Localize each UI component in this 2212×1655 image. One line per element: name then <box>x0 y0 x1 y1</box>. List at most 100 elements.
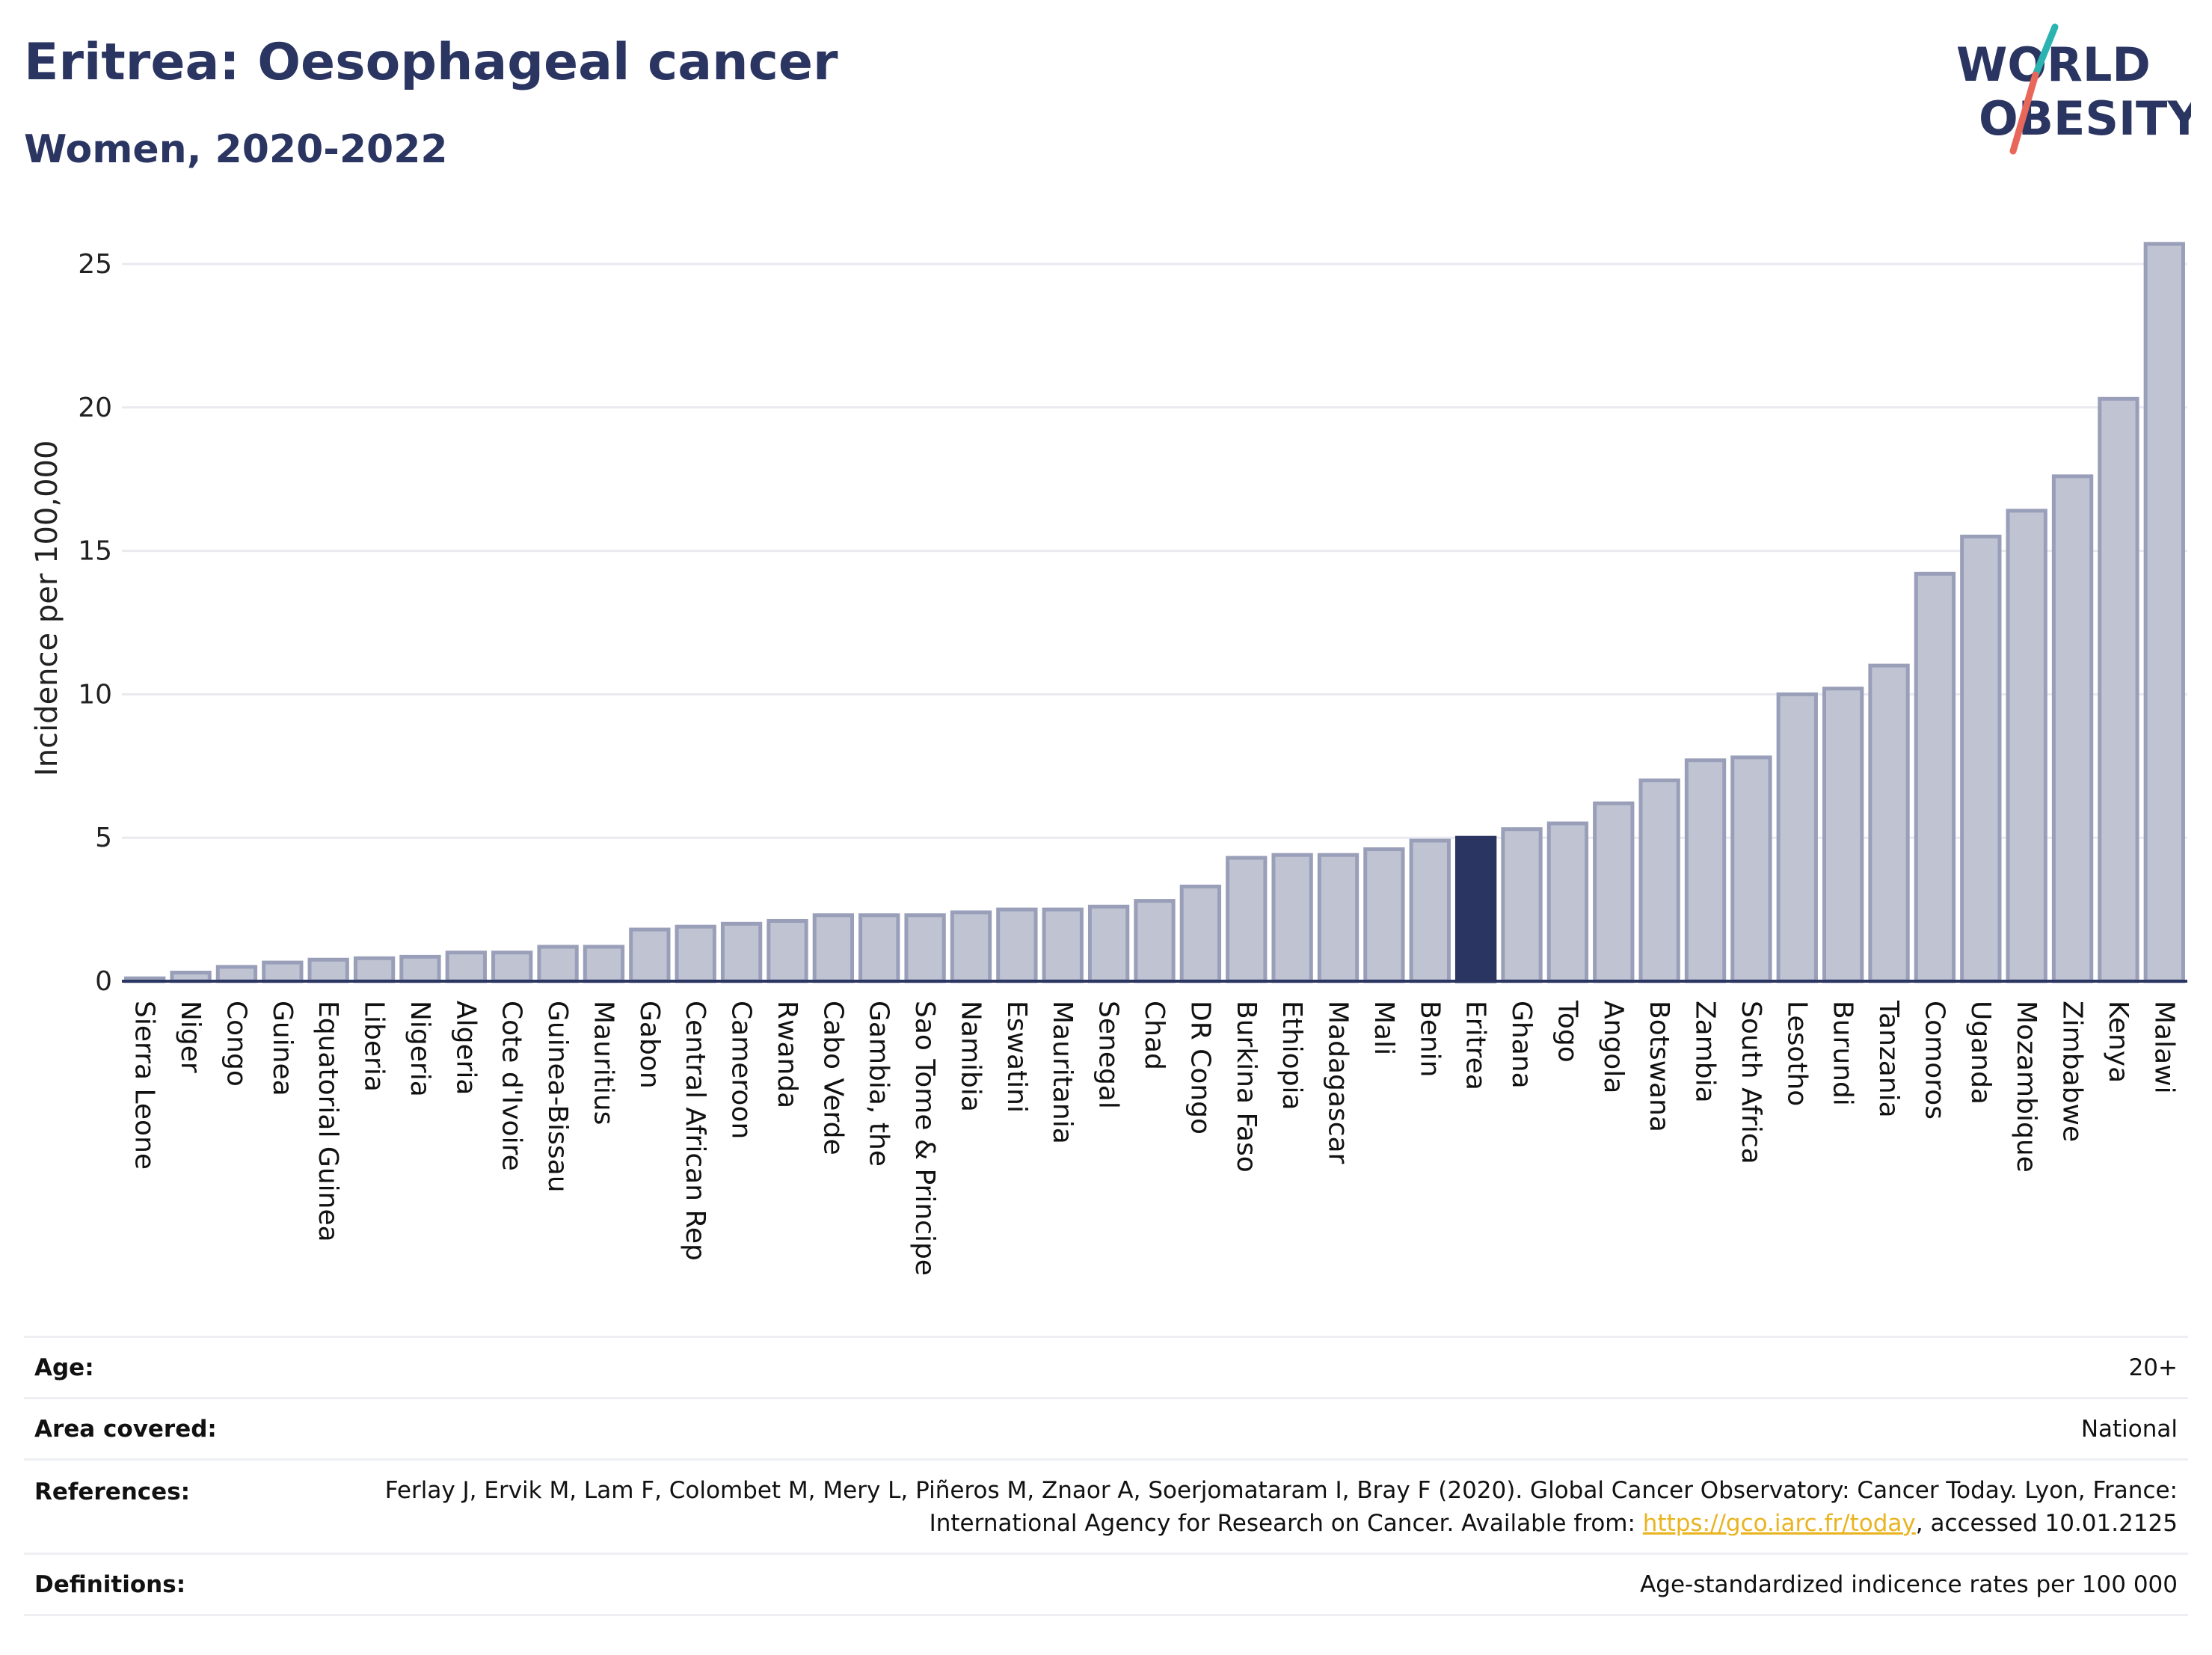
info-row-definitions: Definitions: Age-standardized indicence … <box>24 1553 2188 1616</box>
bar-congo <box>215 965 258 983</box>
bar-chart: 0 5 10 15 20 25 Incidence per 100,000 Sierra Le… <box>30 242 2187 1276</box>
bar-central-african-rep <box>675 924 716 983</box>
bar-burundi <box>1822 687 1864 983</box>
bar-madagascar <box>1317 853 1360 983</box>
x-tick-label: Eswatini <box>1001 1001 1032 1113</box>
bar-burkina-faso <box>1226 856 1268 983</box>
bar-senegal <box>1087 904 1130 983</box>
bar-sao-tome-principe <box>904 913 946 983</box>
x-tick-label: Mauritius <box>588 1001 618 1125</box>
x-tick-label: Chad <box>1139 1001 1170 1070</box>
x-tick-label: Malawi <box>2148 1001 2179 1094</box>
bar-dr-congo <box>1179 884 1222 983</box>
info-row-references: References: Ferlay J, Ervik M, Lam F, Co… <box>24 1458 2188 1554</box>
bar-mauritius <box>583 945 625 983</box>
bar-nigeria <box>399 954 441 983</box>
x-tick-label: Guinea-Bissau <box>542 1001 573 1193</box>
x-tick-label: Nigeria <box>405 1001 435 1097</box>
x-tick-label: Togo <box>1552 1000 1582 1063</box>
x-tick-label: Niger <box>175 1001 206 1073</box>
x-tick-label: Mozambique <box>2011 1001 2042 1173</box>
info-row-area: Area covered: National <box>24 1397 2188 1460</box>
x-tick-label: Zimbabwe <box>2057 1001 2088 1142</box>
references-link[interactable]: https://gco.iarc.fr/today <box>1642 1509 1916 1537</box>
bar-guinea <box>262 960 304 983</box>
x-tick-label: Equatorial Guinea <box>313 1001 343 1242</box>
bar-cameroon <box>720 921 763 983</box>
chart-subtitle: Women, 2020-2022 <box>24 127 448 172</box>
x-tick-label: Sao Tome & Principe <box>909 1001 940 1276</box>
x-tick-label: Burkina Faso <box>1231 1001 1262 1173</box>
bar-cabo-verde <box>812 913 855 983</box>
bar-zambia <box>1684 758 1727 983</box>
bar-mali <box>1363 847 1405 983</box>
logo-line-1: WORLD <box>1956 37 2151 92</box>
logo-slash-red <box>2009 71 2039 155</box>
info-value-area: National <box>227 1397 2188 1460</box>
x-tick-label: Sierra Leone <box>129 1001 160 1170</box>
info-label-age: Age: <box>24 1336 227 1398</box>
info-label-definitions: Definitions: <box>24 1553 227 1616</box>
info-row-age: Age: 20+ <box>24 1336 2188 1398</box>
bar-uganda <box>1960 534 2002 983</box>
bar-guinea-bissau <box>537 945 579 983</box>
bar-lesotho <box>1776 692 1818 983</box>
bar-ethiopia <box>1271 853 1313 983</box>
x-tick-label: Cote d'Ivoire <box>497 1001 527 1171</box>
bar-angola <box>1593 801 1635 983</box>
bar-benin <box>1409 838 1451 983</box>
x-tick-label: Comoros <box>1919 1001 1950 1120</box>
bar-zimbabwe <box>2051 474 2094 983</box>
bar-tanzania <box>1868 663 1910 983</box>
info-value-references: Ferlay J, Ervik M, Lam F, Colombet M, Me… <box>227 1458 2188 1554</box>
y-axis-label: Incidence per 100,000 <box>30 440 64 777</box>
x-tick-label: Congo <box>221 1001 251 1087</box>
y-tick-label: 20 <box>78 393 112 423</box>
references-text: Ferlay J, Ervik M, Lam F, Colombet M, Me… <box>384 1476 2178 1537</box>
info-value-definitions: Age-standardized indicence rates per 100… <box>227 1553 2188 1616</box>
bar-south-africa <box>1730 755 1772 983</box>
bar-equatorial-guinea <box>307 957 349 983</box>
x-tick-label: Algeria <box>450 1001 481 1096</box>
bar-botswana <box>1638 778 1680 983</box>
x-tick-label: Kenya <box>2103 1001 2133 1083</box>
x-tick-label: Burundi <box>1828 1001 1858 1106</box>
x-tick-label: Botswana <box>1644 1001 1674 1132</box>
y-tick-label: 10 <box>78 679 112 710</box>
bar-algeria <box>445 951 487 983</box>
info-label-area: Area covered: <box>24 1397 227 1460</box>
bar-rwanda <box>766 918 808 983</box>
x-tick-label: Ethiopia <box>1276 1001 1307 1111</box>
bar-liberia <box>353 956 396 983</box>
x-tick-label: Mali <box>1368 1001 1399 1055</box>
x-tick-label: Liberia <box>359 1001 390 1092</box>
x-tick-label: Rwanda <box>772 1001 802 1108</box>
x-tick-label: Eritrea <box>1460 1001 1491 1090</box>
y-tick-label: 15 <box>78 536 112 567</box>
x-tick-label: Ghana <box>1506 1001 1537 1089</box>
x-tick-label: Uganda <box>1965 1001 1996 1105</box>
x-tick-label: Lesotho <box>1781 1001 1812 1106</box>
x-tick-label: South Africa <box>1736 1001 1766 1164</box>
bar-mozambique <box>2006 509 2047 983</box>
bar-chad <box>1134 899 1176 983</box>
bar-mauritania <box>1042 907 1084 983</box>
bar-gabon <box>629 927 671 983</box>
x-tick-label: Cabo Verde <box>817 1001 848 1155</box>
y-tick-label: 5 <box>95 823 112 853</box>
bar-togo <box>1546 821 1589 983</box>
y-tick-label: 25 <box>78 249 112 280</box>
bar-namibia <box>950 910 992 983</box>
x-tick-label: Zambia <box>1690 1001 1721 1103</box>
bar-eritrea <box>1454 835 1497 983</box>
bar-kenya <box>2098 396 2139 983</box>
x-tick-label: Benin <box>1414 1001 1445 1077</box>
x-tick-label: Angola <box>1598 1001 1629 1093</box>
logo-slash-teal <box>2032 23 2059 79</box>
bar-cote-d-ivoire <box>491 951 533 983</box>
references-accessed: , accessed 10.01.2125 <box>1915 1509 2178 1537</box>
bar-ghana <box>1501 827 1543 983</box>
y-tick-label: 0 <box>95 966 112 997</box>
x-tick-label: Cameroon <box>726 1001 757 1139</box>
x-tick-label: Madagascar <box>1323 1001 1354 1164</box>
